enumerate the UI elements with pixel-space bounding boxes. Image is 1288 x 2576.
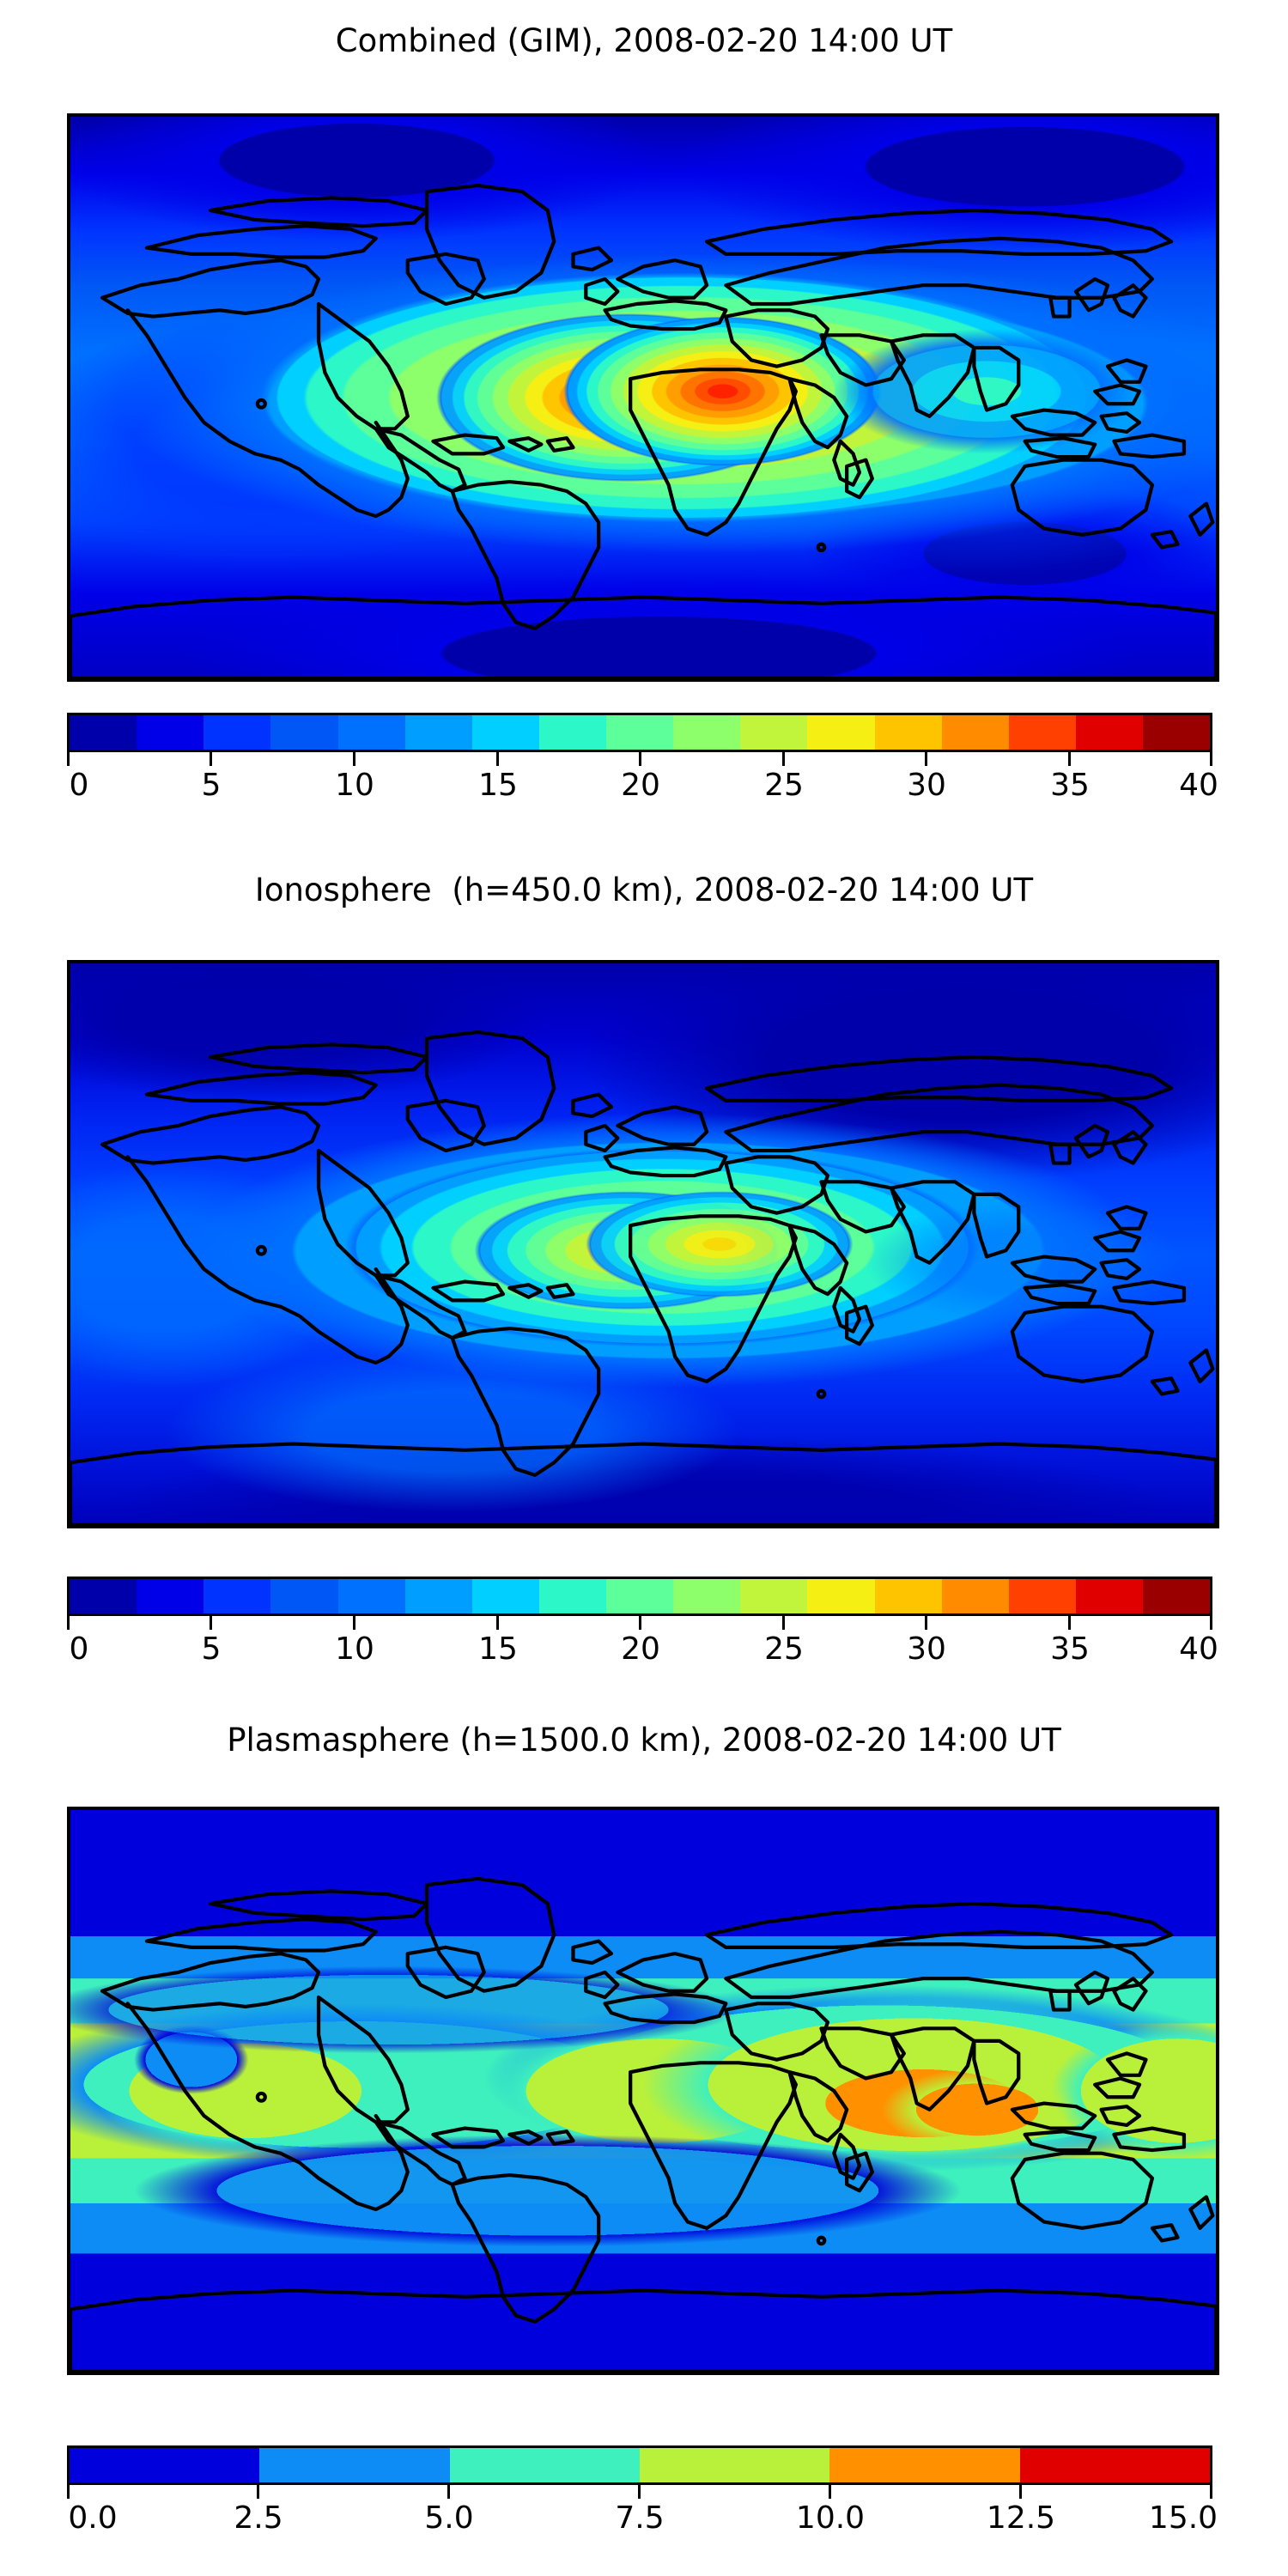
cb2-tick-10: 10 bbox=[335, 1631, 374, 1667]
cb1-tick-20: 20 bbox=[621, 768, 660, 803]
cb1-tick-15: 15 bbox=[478, 768, 518, 803]
coastlines bbox=[70, 1030, 1216, 1525]
cb3-tick-2p5: 2.5 bbox=[234, 2500, 283, 2536]
colorbar-labels-plasmasphere: 0.0 2.5 5.0 7.5 10.0 12.5 15.0 bbox=[67, 2500, 1218, 2540]
cb1-tick-5: 5 bbox=[201, 768, 222, 803]
coastlines bbox=[70, 183, 1216, 678]
cb1-tick-25: 25 bbox=[764, 768, 804, 803]
cb2-tick-5: 5 bbox=[201, 1631, 222, 1667]
map-field-combined bbox=[70, 117, 1216, 678]
cb2-tick-0: 0 bbox=[69, 1631, 89, 1667]
panel-title-combined: Combined (GIM), 2008-02-20 14:00 UT bbox=[335, 22, 953, 59]
colorbar-gradient-ionosphere bbox=[67, 1577, 1212, 1616]
panel-plasmasphere: Plasmasphere (h=1500.0 km), 2008-02-20 1… bbox=[0, 1722, 1288, 1759]
colorbar-gradient-plasmasphere bbox=[67, 2445, 1212, 2485]
cb2-tick-15: 15 bbox=[478, 1631, 518, 1667]
cb3-tick-15: 15.0 bbox=[1148, 2500, 1218, 2536]
colorbar-gradient-combined bbox=[67, 713, 1212, 752]
colorbar-labels-ionosphere: 0 5 10 15 20 25 30 35 40 bbox=[67, 1631, 1218, 1671]
map-field-ionosphere bbox=[70, 963, 1216, 1525]
colorbar-ionosphere: 0 5 10 15 20 25 30 35 40 bbox=[67, 1577, 1218, 1671]
cb2-tick-20: 20 bbox=[621, 1631, 660, 1667]
panel-ionosphere: Ionosphere (h=450.0 km), 2008-02-20 14:0… bbox=[0, 872, 1288, 909]
colorbar-ticks-ionosphere bbox=[67, 1616, 1212, 1631]
map-plasmasphere bbox=[67, 1807, 1219, 2375]
cb3-tick-12p5: 12.5 bbox=[986, 2500, 1056, 2536]
colorbar-plasmasphere: 0.0 2.5 5.0 7.5 10.0 12.5 15.0 bbox=[67, 2445, 1218, 2540]
map-combined bbox=[67, 113, 1219, 682]
coastlines bbox=[70, 1876, 1216, 2372]
panel-combined: Combined (GIM), 2008-02-20 14:00 UT bbox=[0, 22, 1288, 60]
cb2-tick-30: 30 bbox=[907, 1631, 946, 1667]
cb2-tick-35: 35 bbox=[1050, 1631, 1090, 1667]
cb3-tick-7p5: 7.5 bbox=[615, 2500, 665, 2536]
colorbar-labels-combined: 0 5 10 15 20 25 30 35 40 bbox=[67, 768, 1218, 807]
cb1-tick-30: 30 bbox=[907, 768, 946, 803]
map-ionosphere bbox=[67, 960, 1219, 1528]
cb1-tick-35: 35 bbox=[1050, 768, 1090, 803]
panel-title-ionosphere: Ionosphere (h=450.0 km), 2008-02-20 14:0… bbox=[254, 872, 1034, 908]
panel-title-plasmasphere: Plasmasphere (h=1500.0 km), 2008-02-20 1… bbox=[227, 1722, 1061, 1759]
map-field-plasmasphere bbox=[70, 1810, 1216, 2372]
colorbar-ticks-combined bbox=[67, 752, 1212, 768]
cb2-tick-40: 40 bbox=[1179, 1631, 1218, 1667]
cb2-tick-25: 25 bbox=[764, 1631, 804, 1667]
cb3-tick-5: 5.0 bbox=[424, 2500, 474, 2536]
cb1-tick-0: 0 bbox=[69, 768, 89, 803]
cb3-tick-0: 0.0 bbox=[68, 2500, 118, 2536]
cb3-tick-10: 10.0 bbox=[795, 2500, 866, 2536]
colorbar-combined: 0 5 10 15 20 25 30 35 40 bbox=[67, 713, 1218, 807]
colorbar-ticks-plasmasphere bbox=[67, 2485, 1212, 2500]
cb1-tick-40: 40 bbox=[1179, 768, 1218, 803]
cb1-tick-10: 10 bbox=[335, 768, 374, 803]
